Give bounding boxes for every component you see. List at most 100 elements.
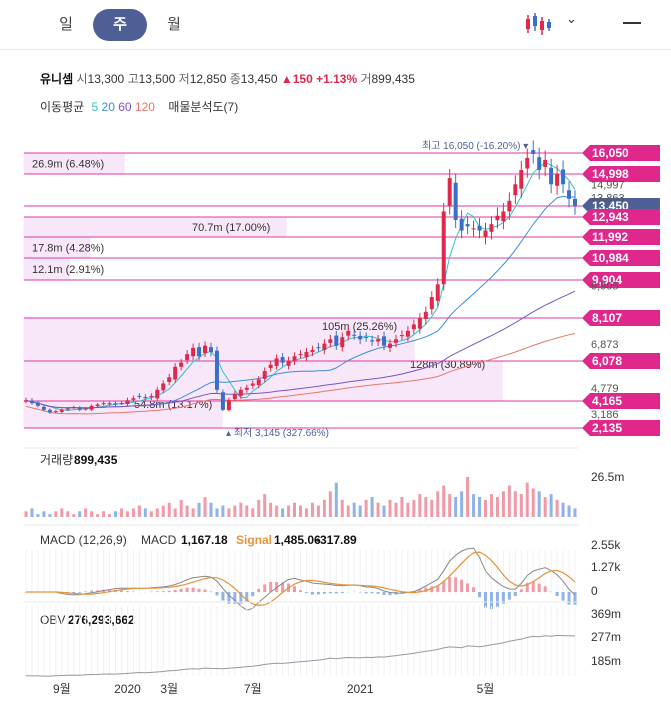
candle-body bbox=[238, 389, 243, 396]
candle-body bbox=[304, 352, 309, 357]
volume-bar bbox=[436, 491, 440, 517]
volume-bar bbox=[549, 494, 553, 517]
macd-hist-bar bbox=[472, 587, 476, 592]
macd-hist-bar bbox=[340, 592, 344, 593]
volume-bar bbox=[525, 482, 529, 517]
volume-profile-toggle[interactable]: 매물분석도(7) bbox=[168, 100, 239, 114]
volume-bar bbox=[42, 511, 46, 517]
volume-bar bbox=[233, 505, 237, 517]
volume-bar bbox=[322, 499, 326, 517]
macd-hist-bar bbox=[304, 592, 308, 593]
high-value: 13,500 bbox=[138, 72, 176, 86]
volume-bar bbox=[573, 508, 577, 517]
macd-hist-bar bbox=[495, 592, 499, 608]
signal-label: Signal bbox=[236, 533, 272, 547]
volume-bar bbox=[119, 508, 123, 517]
volume-bar bbox=[72, 514, 76, 517]
macd-hist-value: -317.89 bbox=[316, 533, 357, 547]
macd-hist-bar bbox=[125, 591, 129, 592]
tab-daily[interactable]: 일 bbox=[59, 16, 73, 33]
period-tab-bar: 일 주 월 ⌄ bbox=[0, 0, 671, 50]
volume-bar bbox=[448, 494, 452, 517]
volume-value: 899,435 bbox=[371, 72, 415, 86]
macd-hist-bar bbox=[418, 589, 422, 592]
volume-bar bbox=[78, 511, 82, 517]
macd-hist-bar bbox=[78, 592, 82, 593]
candle-body bbox=[352, 334, 357, 336]
volume-bar bbox=[66, 511, 70, 517]
candle-body bbox=[143, 397, 148, 399]
price-tag bbox=[582, 310, 660, 326]
candle-body bbox=[191, 347, 196, 357]
macd-hist-bar bbox=[501, 592, 505, 604]
macd-hist-bar bbox=[513, 592, 517, 597]
macd-hist-bar bbox=[96, 590, 100, 592]
price-tag bbox=[582, 209, 660, 225]
axis-tick-label: 9,905 bbox=[591, 280, 619, 292]
axis-tick-label: 14,997 bbox=[591, 179, 625, 191]
volume-bar bbox=[424, 497, 428, 517]
macd-hist-bar bbox=[119, 590, 123, 592]
volume-bar bbox=[442, 485, 446, 517]
candle-body bbox=[543, 159, 548, 167]
volume-bar bbox=[334, 482, 338, 517]
macd-hist-bar bbox=[519, 589, 523, 592]
volume-bar bbox=[149, 511, 153, 517]
obv-value: 276,293,662 bbox=[68, 613, 135, 627]
candlestick-chart-icon[interactable] bbox=[524, 11, 552, 37]
price-tag bbox=[582, 250, 660, 266]
macd-hist-bar bbox=[424, 587, 428, 592]
chevron-down-icon[interactable]: ⌄ bbox=[566, 11, 577, 26]
candle-body bbox=[364, 337, 369, 339]
candle-body bbox=[95, 404, 100, 407]
candle-body bbox=[119, 403, 124, 405]
macd-hist-bar bbox=[364, 592, 368, 594]
macd-hist-bar bbox=[173, 590, 177, 592]
stock-name: 유니셈 bbox=[40, 72, 74, 86]
candle-body bbox=[197, 347, 202, 357]
candle-body bbox=[149, 396, 154, 398]
macd-value: 1,167.18 bbox=[181, 533, 228, 547]
volume-bar bbox=[489, 494, 493, 517]
macd-hist-bar bbox=[108, 589, 112, 592]
macd-hist-bar bbox=[334, 592, 338, 594]
candle-body bbox=[525, 157, 530, 169]
volume-bar bbox=[131, 508, 135, 517]
tab-weekly[interactable]: 주 bbox=[93, 9, 147, 41]
candle-body bbox=[47, 409, 52, 413]
tab-monthly[interactable]: 월 bbox=[167, 16, 181, 33]
candle-body bbox=[71, 407, 76, 409]
candle-body bbox=[465, 224, 470, 227]
volume-profile-label: 128m (30.89%) bbox=[410, 359, 485, 371]
volume-bar bbox=[316, 505, 320, 517]
volume-bar bbox=[215, 508, 219, 517]
volume-bar bbox=[239, 502, 243, 517]
price-tag bbox=[582, 420, 660, 436]
volume-profile-label: 105m (25.26%) bbox=[322, 321, 397, 333]
volume-bar bbox=[388, 499, 392, 517]
volume-bar bbox=[328, 491, 332, 517]
macd-hist-bar bbox=[573, 592, 577, 605]
ma-label: 이동평균 bbox=[40, 100, 85, 114]
volume-bar bbox=[394, 502, 398, 517]
ma-60: 60 bbox=[118, 100, 132, 114]
menu-icon[interactable] bbox=[623, 22, 641, 24]
candle-body bbox=[537, 157, 542, 170]
candle-body bbox=[167, 377, 172, 382]
candle-body bbox=[507, 200, 512, 212]
volume-bar bbox=[227, 508, 231, 517]
volume-bar bbox=[507, 485, 511, 517]
macd-title: MACD (12,26,9) bbox=[40, 533, 127, 547]
candle-body bbox=[429, 297, 434, 310]
candle-body bbox=[155, 389, 160, 399]
candle-body bbox=[214, 350, 219, 390]
volume-bar bbox=[543, 497, 547, 517]
candle-body bbox=[435, 284, 440, 301]
volume-bar bbox=[293, 502, 297, 517]
price-tag-label: 2,135 bbox=[592, 421, 622, 435]
volume-bar bbox=[466, 477, 470, 517]
candle-body bbox=[292, 356, 297, 362]
candle-body bbox=[334, 335, 339, 346]
candle-body bbox=[220, 392, 225, 410]
